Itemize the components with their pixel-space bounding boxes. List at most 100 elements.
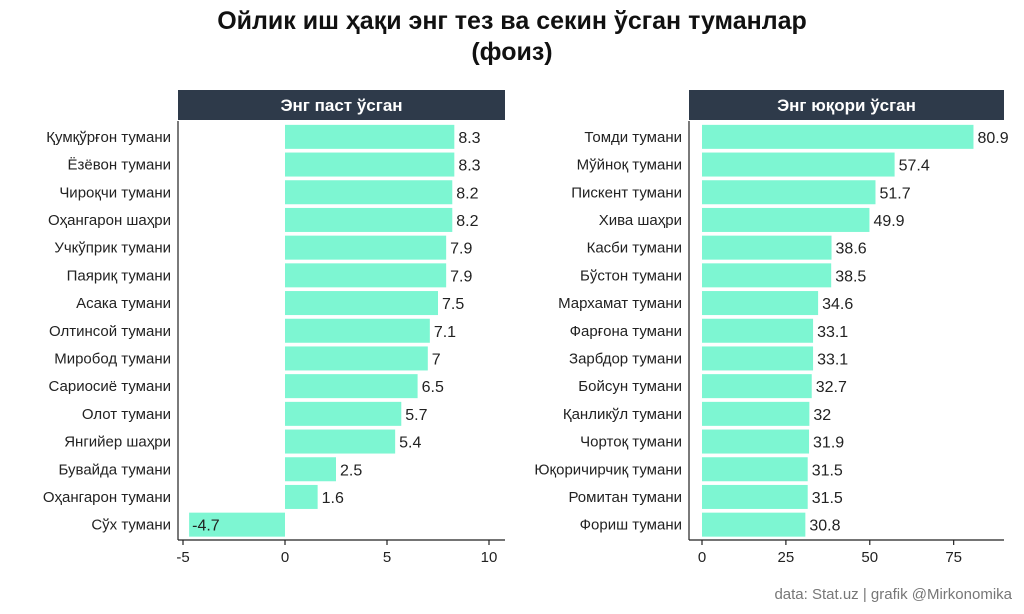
category-label-low-14: Сўх тумани (91, 517, 171, 534)
value-label-low-1: 8.3 (458, 158, 480, 175)
category-label-high-10: Қанликўл тумани (563, 406, 682, 423)
bar-high-10 (702, 401, 810, 426)
category-label-high-7: Фарғона тумани (570, 323, 682, 340)
bar-high-2 (702, 180, 876, 205)
value-label-high-3: 49.9 (873, 213, 904, 230)
bar-high-1 (702, 152, 895, 177)
category-label-low-11: Янгийер шаҳри (64, 434, 171, 451)
category-label-high-5: Бўстон тумани (580, 267, 682, 284)
value-label-low-11: 5.4 (399, 435, 421, 452)
category-label-low-1: Ёзёвон тумани (67, 157, 171, 174)
x-tick-label-low-2: 5 (383, 549, 391, 566)
category-label-low-5: Паяриқ тумани (67, 267, 171, 284)
panel-strip-low (178, 90, 505, 120)
category-label-high-8: Зарбдор тумани (569, 350, 682, 367)
value-label-low-4: 7.9 (450, 241, 472, 258)
category-label-low-7: Олтинсой тумани (49, 323, 171, 340)
category-label-low-8: Миробод тумани (54, 350, 171, 367)
bar-high-8 (702, 346, 814, 371)
category-label-low-13: Оҳангарон тумани (43, 489, 171, 506)
value-label-high-11: 31.9 (813, 435, 844, 452)
category-label-high-6: Мархамат тумани (558, 295, 682, 312)
category-label-low-9: Сариосиё тумани (49, 378, 171, 395)
bar-high-7 (702, 318, 814, 343)
category-label-high-12: Юқоричирчиқ тумани (534, 461, 682, 478)
x-tick-label-high-1: 25 (778, 549, 795, 566)
category-label-low-3: Оҳангарон шаҳри (48, 212, 171, 229)
bar-high-9 (702, 374, 812, 399)
category-label-high-4: Касби тумани (587, 240, 682, 257)
bar-high-5 (702, 263, 832, 288)
value-label-low-12: 2.5 (340, 462, 362, 479)
bar-high-0 (702, 124, 974, 149)
bar-low-4 (285, 235, 447, 260)
panel-title-low: Энг паст ўсган (280, 96, 402, 115)
bar-high-3 (702, 207, 870, 232)
x-tick-label-high-0: 0 (698, 549, 706, 566)
value-label-high-8: 33.1 (817, 351, 848, 368)
bar-low-5 (285, 263, 447, 288)
category-label-low-4: Учкўприк тумани (54, 240, 171, 257)
bar-high-11 (702, 429, 810, 454)
bar-low-14 (189, 512, 285, 537)
x-tick-label-low-1: 0 (281, 549, 289, 566)
bar-low-9 (285, 374, 418, 399)
bar-low-10 (285, 401, 402, 426)
value-label-low-10: 5.7 (405, 407, 427, 424)
bar-low-8 (285, 346, 428, 371)
bar-high-13 (702, 484, 808, 509)
category-label-high-9: Бойсун тумани (578, 378, 682, 395)
category-label-high-3: Хива шаҳри (599, 212, 682, 229)
bar-low-3 (285, 207, 453, 232)
value-label-high-13: 31.5 (812, 490, 843, 507)
bar-low-7 (285, 318, 430, 343)
value-label-high-0: 80.9 (977, 130, 1008, 147)
value-label-low-13: 1.6 (322, 490, 344, 507)
bar-low-0 (285, 124, 455, 149)
category-label-low-0: Қумқўрғон тумани (46, 129, 171, 146)
value-label-low-0: 8.3 (458, 130, 480, 147)
bar-high-12 (702, 457, 808, 482)
bar-high-4 (702, 235, 832, 260)
bar-high-6 (702, 291, 819, 316)
bar-low-6 (285, 291, 438, 316)
value-label-high-9: 32.7 (816, 379, 847, 396)
x-tick-label-low-3: 10 (481, 549, 498, 566)
bar-low-11 (285, 429, 396, 454)
bar-high-14 (702, 512, 806, 537)
value-label-low-14: -4.7 (192, 518, 220, 535)
value-label-low-6: 7.5 (442, 296, 464, 313)
category-label-high-13: Ромитан тумани (568, 489, 682, 506)
panel-strip-high (689, 90, 1004, 120)
chart-title: Ойлик иш ҳақи энг тез ва секин ўсган тум… (0, 6, 1024, 68)
value-label-low-2: 8.2 (456, 185, 478, 202)
bar-low-13 (285, 484, 318, 509)
x-tick-label-high-2: 50 (861, 549, 878, 566)
value-label-low-5: 7.9 (450, 268, 472, 285)
value-label-low-8: 7 (432, 351, 441, 368)
category-label-low-12: Бувайда тумани (59, 461, 172, 478)
value-label-low-3: 8.2 (456, 213, 478, 230)
bar-low-12 (285, 457, 336, 482)
value-label-high-5: 38.5 (835, 268, 866, 285)
category-label-high-2: Пискент тумани (571, 184, 682, 201)
category-label-high-1: Мўйноқ тумани (577, 157, 682, 174)
value-label-high-10: 32 (813, 407, 831, 424)
value-label-low-9: 6.5 (422, 379, 444, 396)
category-label-high-0: Томди тумани (584, 129, 682, 146)
value-label-high-4: 38.6 (836, 241, 867, 258)
category-label-low-10: Олот тумани (82, 406, 171, 423)
bar-low-1 (285, 152, 455, 177)
panel-title-high: Энг юқори ўсган (777, 96, 916, 115)
x-tick-label-low-0: -5 (176, 549, 189, 566)
category-label-low-6: Асака тумани (76, 295, 171, 312)
x-tick-label-high-3: 75 (945, 549, 962, 566)
value-label-high-7: 33.1 (817, 324, 848, 341)
category-label-low-2: Чироқчи тумани (59, 184, 171, 201)
title-line-1: Ойлик иш ҳақи энг тез ва секин ўсган тум… (217, 7, 807, 35)
source-caption: data: Stat.uz | grafik @Mirkonomika (774, 586, 1012, 603)
value-label-high-12: 31.5 (812, 462, 843, 479)
value-label-high-2: 51.7 (879, 185, 910, 202)
value-label-high-14: 30.8 (809, 518, 840, 535)
